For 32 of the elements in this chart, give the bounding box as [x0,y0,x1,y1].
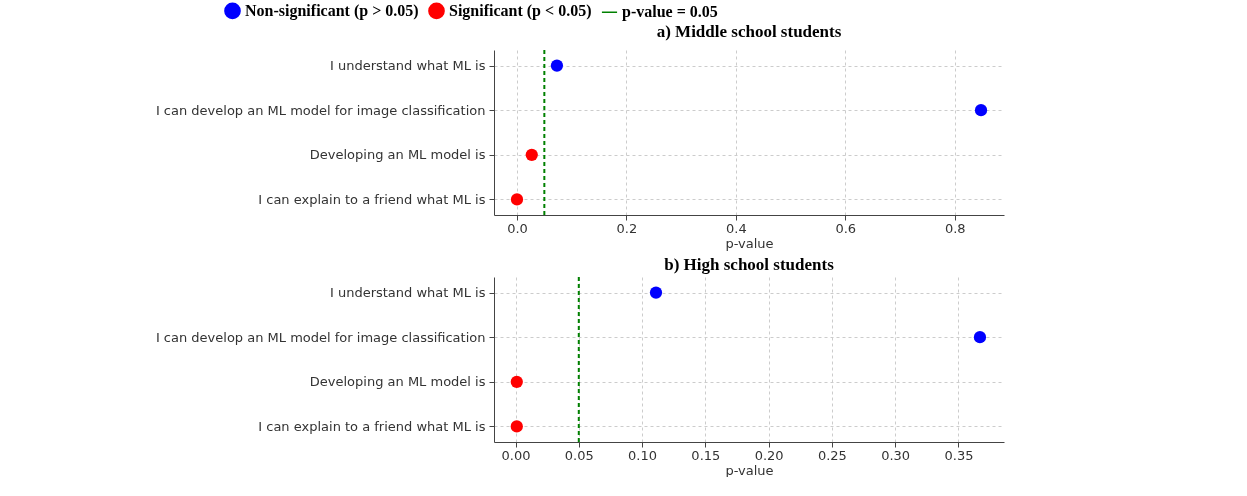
y-tick-label: I can develop an ML model for image classification [155,329,486,345]
y-tick-label: Developing an ML model is [309,147,486,163]
x-tick-label: 0.8 [944,220,966,236]
x-tick-label: 0.15 [691,447,721,463]
x-tick-label: 0.05 [564,447,594,463]
y-tick-label: I can explain to a friend what ML is [258,191,486,207]
x-tick-label: 0.6 [835,220,857,236]
x-tick-label: 0.35 [944,447,974,463]
x-tick-label: 0.00 [501,447,531,463]
x-tick-label: 0.4 [726,220,747,236]
y-tick-label: Developing an ML model is [309,374,486,390]
x-tick-label: 0.30 [881,447,911,463]
x-axis-title: p-value [725,235,774,251]
x-tick-label: 0.20 [754,447,784,463]
point [550,59,564,72]
x-tick-label: 0.2 [616,220,638,236]
y-tick-label: I can explain to a friend what ML is [258,418,486,434]
chart-title: b) High school students [664,255,835,274]
y-tick-label: I can develop an ML model for image classification [155,102,486,118]
legend-label: Significant (p < 0.05) [449,1,592,20]
y-tick-label: I understand what ML is [329,58,486,74]
point [525,148,538,161]
x-tick-label: 0.0 [507,220,528,236]
x-axis-title: p-value [725,462,774,478]
x-tick-label: 0.25 [817,447,847,463]
chart-title: a) Middle school students [656,22,842,41]
legend-label: Non-significant (p > 0.05) [245,1,419,20]
legend-label: p-value = 0.05 [622,3,718,22]
y-tick-label: I understand what ML is [329,285,486,301]
point [510,193,524,206]
x-tick-label: 0.10 [628,447,658,463]
point [974,104,988,117]
